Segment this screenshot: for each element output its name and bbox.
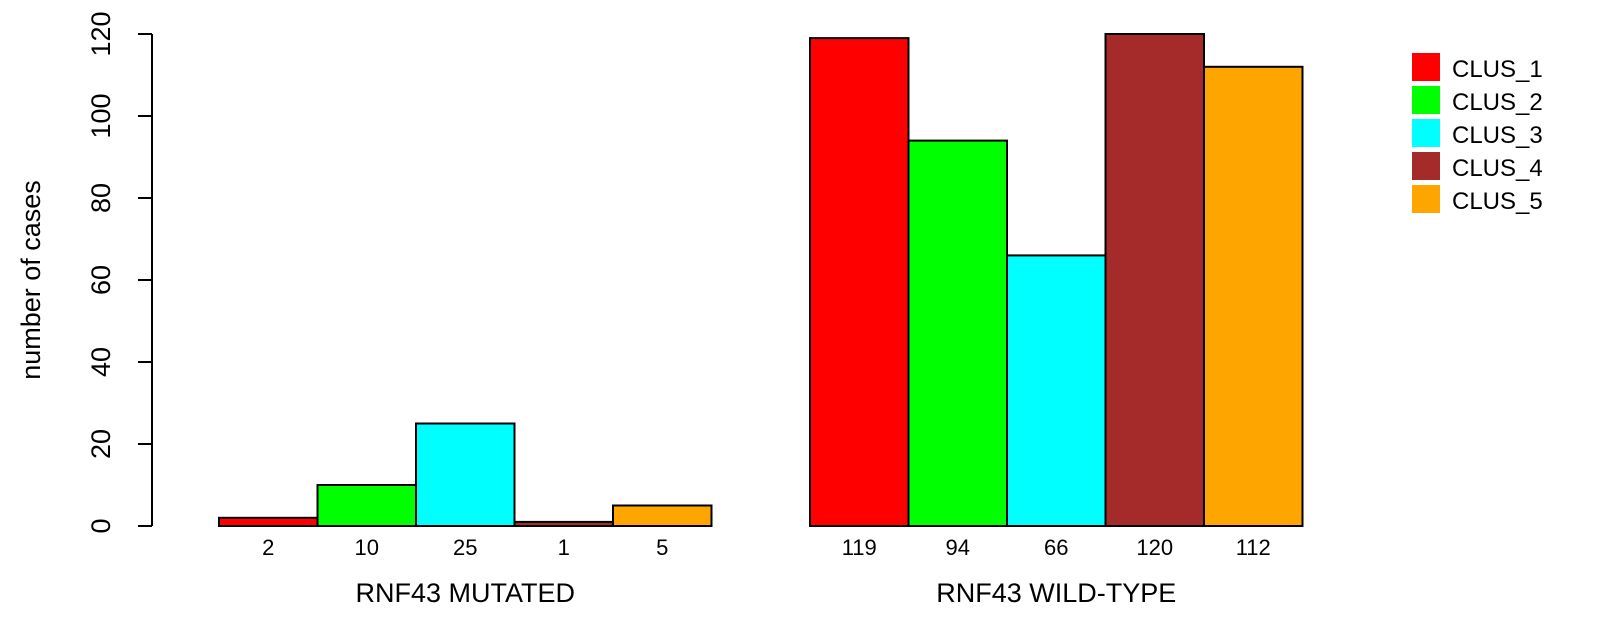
bar (907, 139, 1008, 527)
bar (1006, 254, 1107, 527)
bar (415, 422, 516, 527)
group-label: RNF43 MUTATED (355, 578, 575, 608)
legend-swatch (1412, 119, 1440, 147)
y-tick-label: 60 (86, 265, 116, 295)
bar-value-label: 25 (453, 535, 477, 560)
bar (1104, 33, 1205, 527)
bar (612, 504, 713, 527)
y-tick-label: 40 (86, 347, 116, 377)
y-tick-label: 100 (86, 93, 116, 138)
legend-swatch (1412, 152, 1440, 180)
legend: CLUS_1 CLUS_2 CLUS_3 CLUS_4 CLUS_5 (1412, 53, 1543, 215)
y-axis: 0 20 40 60 80 100 120 (86, 11, 153, 534)
y-tick-label: 80 (86, 183, 116, 213)
bar-value-label: 112 (1236, 535, 1271, 560)
legend-swatch (1412, 53, 1440, 81)
group-label: RNF43 WILD-TYPE (936, 578, 1176, 608)
legend-swatch (1412, 185, 1440, 213)
bar-value-label: 120 (1136, 535, 1173, 560)
legend-label: CLUS_4 (1452, 155, 1543, 182)
bar-value-label: 1 (558, 535, 570, 560)
y-axis-label: number of cases (16, 180, 46, 380)
legend-label: CLUS_1 (1452, 56, 1543, 83)
bar (218, 516, 319, 527)
bar (513, 520, 614, 528)
bar-groups: 2 10 25 1 5 RNF43 MUTATED 119 94 66 120 112 RNF43 W… (218, 33, 1304, 608)
legend-label: CLUS_3 (1452, 122, 1543, 149)
bar (316, 484, 417, 527)
bar-value-label: 66 (1044, 535, 1068, 560)
y-tick-label: 20 (86, 429, 116, 459)
bar-group: 2 10 25 1 5 RNF43 MUTATED (218, 422, 713, 608)
legend-label: CLUS_2 (1452, 89, 1543, 116)
legend-swatch (1412, 86, 1440, 114)
bar-group: 119 94 66 120 112 RNF43 WILD-TYPE (809, 33, 1304, 608)
y-tick-label: 0 (86, 518, 116, 533)
bar-value-label: 2 (262, 535, 274, 560)
bar-value-label: 5 (656, 535, 668, 560)
bar-value-label: 119 (842, 535, 877, 560)
bar-value-label: 94 (946, 535, 970, 560)
bar-value-label: 10 (355, 535, 379, 560)
bar (1203, 65, 1304, 528)
y-tick-label: 120 (86, 11, 116, 56)
bar (809, 37, 910, 527)
legend-label: CLUS_5 (1452, 188, 1543, 215)
